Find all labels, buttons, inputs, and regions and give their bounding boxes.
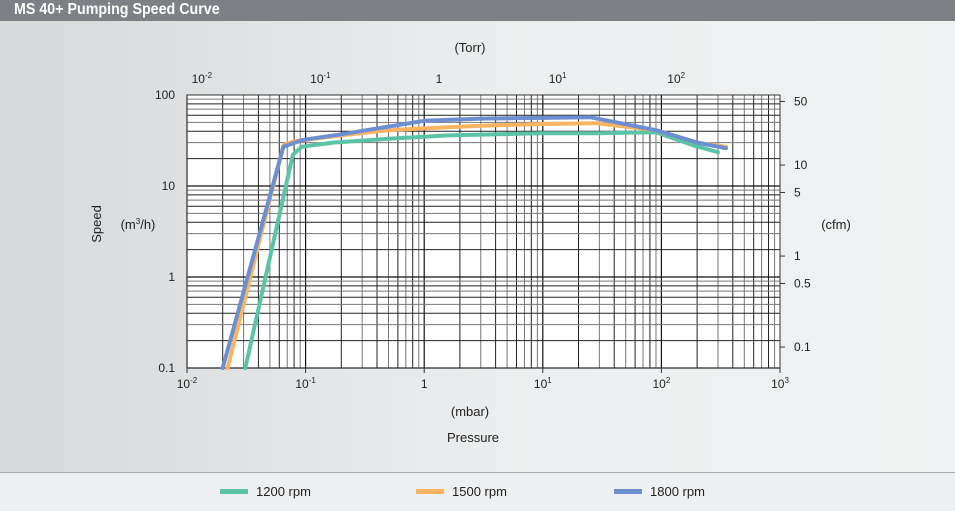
title-bar: MS 40+ Pumping Speed Curve <box>0 0 955 21</box>
y-tick-label: 1 <box>168 270 175 284</box>
legend-item-1500: 1500 rpm <box>416 484 507 499</box>
legend-label: 1500 rpm <box>452 484 507 499</box>
y-tick-label: 10 <box>162 179 176 193</box>
top-tick-label: 10-1 <box>310 71 331 86</box>
legend-label: 1800 rpm <box>650 484 705 499</box>
right-tick-label: 10 <box>794 158 808 172</box>
x-axis-label: Pressure <box>447 430 499 445</box>
right-axis-label: (cfm) <box>821 217 851 232</box>
legend: 1200 rpm 1500 rpm 1800 rpm <box>0 472 955 511</box>
right-tick-label: 1 <box>794 249 801 263</box>
chart-title: MS 40+ Pumping Speed Curve <box>14 1 220 18</box>
series-line-1800-rpm <box>220 115 728 370</box>
right-tick-label: 50 <box>794 94 808 108</box>
series-line-1200-rpm <box>243 130 720 370</box>
right-tick-label: 0.1 <box>794 340 811 354</box>
legend-swatch <box>416 489 444 494</box>
x-unit-label: (mbar) <box>451 404 489 419</box>
top-axis-label: (Torr) <box>454 40 485 55</box>
top-tick-label: 10-2 <box>192 71 213 86</box>
legend-item-1200: 1200 rpm <box>220 484 311 499</box>
y-unit-label: (m3/h) <box>121 217 156 232</box>
x-tick-label: 10-1 <box>295 376 316 391</box>
right-tick-label: 5 <box>794 185 801 199</box>
x-tick-label: 10-2 <box>177 376 198 391</box>
top-tick-label: 101 <box>549 71 567 86</box>
x-tick-label: 101 <box>534 376 552 391</box>
x-tick-label: 102 <box>652 376 670 391</box>
plot-border <box>186 94 781 369</box>
x-tick-label: 103 <box>771 376 789 391</box>
legend-swatch <box>614 489 642 494</box>
top-tick-label: 1 <box>436 72 443 86</box>
y-tick-label: 0.1 <box>158 361 175 375</box>
legend-swatch <box>220 489 248 494</box>
legend-item-1800: 1800 rpm <box>614 484 705 499</box>
top-tick-label: 102 <box>667 71 685 86</box>
x-tick-label: 1 <box>421 377 428 391</box>
legend-label: 1200 rpm <box>256 484 311 499</box>
y-axis-label: Speed <box>89 205 104 243</box>
right-tick-label: 0.5 <box>794 276 811 290</box>
y-tick-label: 100 <box>155 88 175 102</box>
